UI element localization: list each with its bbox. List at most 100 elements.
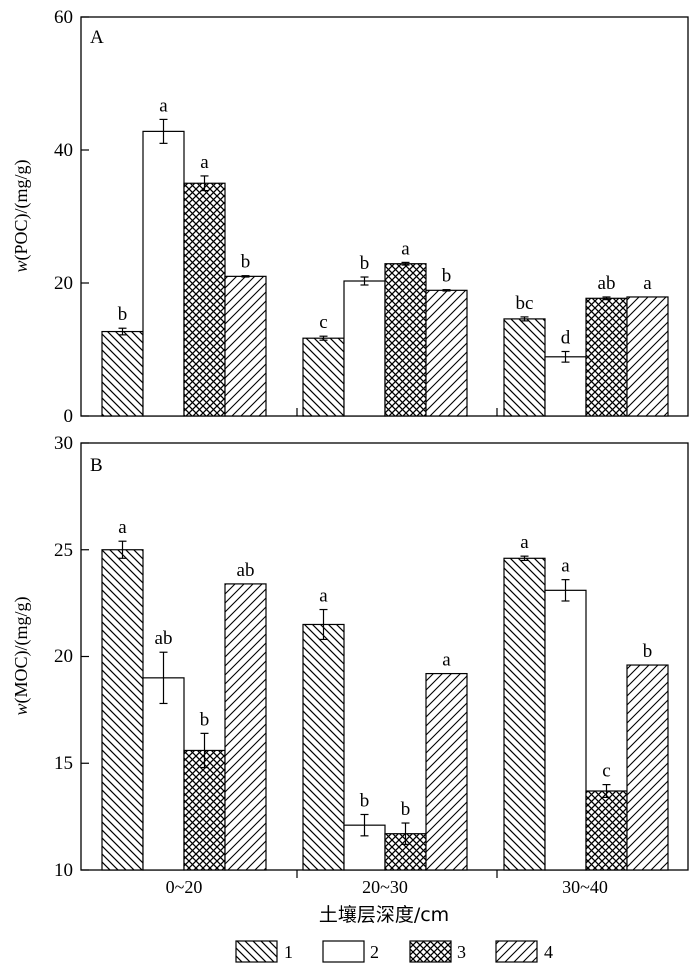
panel-a-bar-s3-c2 [384,263,427,417]
x-category-label: 0~20 [166,877,203,897]
panel-a-label: A [90,27,104,48]
panel-b: B 10 15 20 25 30 w(MOC)/(mg/g) aaaabbabb… [11,408,689,897]
panel-a-errorbar [561,350,570,363]
panel-a-significance-letter: c [319,312,327,333]
panel-a-significance-letter: a [643,273,652,294]
panel-b-bar-s2-c3 [544,589,587,871]
legend-item-4: 4 [495,940,553,963]
panel-a-errorbar [360,276,369,286]
panel-a-errorbar [602,296,611,301]
panel-b-bar-s1-c3 [503,557,546,871]
panel-b-bar-s3-c3 [585,790,628,871]
legend-swatch-2 [322,940,365,963]
panel-a-significance-letter: b [360,253,370,274]
panel-b-significance-letter: a [561,556,570,577]
panel-b-errorbar [159,651,168,705]
panel-a-bar-s4-c3 [626,296,669,417]
panel-a-bar-s1-c3 [503,318,546,417]
panel-a-significance-letter: ab [598,273,616,294]
panel-b-bar-s1-c1 [101,549,144,871]
panel-b-errorbar [200,732,209,769]
panel-a-ytick-label: 60 [54,7,73,28]
x-axis-title: 土壤层深度/cm [319,904,449,926]
panel-a-bar-s2-c3 [544,356,587,417]
panel-a-significance-letter: a [159,95,168,116]
panel-b-errorbar [118,540,127,559]
panel-a-bar-s3-c1 [183,182,226,417]
panel-b-ytick-label: 20 [54,646,73,667]
panel-b-bar-s3-c1 [183,749,226,871]
panel-a-bar-s4-c2 [425,289,468,417]
panel-b-significance-letter: c [602,761,610,782]
panel-b-label: B [90,455,103,476]
panel-a-significance-letter: bc [516,293,534,314]
legend-label-1: 1 [284,942,293,962]
panel-a-significance-letter: b [442,266,452,287]
panel-b-bar-s1-c2 [302,623,345,871]
legend-item-2: 2 [322,940,379,963]
panel-b-bar-s4-c2 [425,672,468,871]
panel-b-errorbar [401,822,410,845]
legend-label-3: 3 [457,942,466,962]
panel-b-significance-letter: a [442,650,451,671]
panel-b-bar-s4-c3 [626,664,669,871]
panel-a-significance-letter: b [118,304,128,325]
panel-b-significance-letter: b [200,709,210,730]
panel-a-errorbar [401,261,410,266]
panel-b-errorbar [602,783,611,799]
panel-b-ytick-label: 15 [54,753,73,774]
panel-b-significance-letter: b [360,790,370,811]
panel-a-errorbar [118,327,127,336]
panel-a-yticks: 0 20 40 60 [54,7,89,427]
panel-a-significance-letter: d [561,327,571,348]
panel-b-errorbar [360,813,369,837]
panel-b-yticks: 10 15 20 25 30 [54,433,89,881]
panel-a-errorbar [520,316,529,322]
panel-a-bar-s4-c1 [224,275,267,417]
panel-b-significance-letter: a [118,517,127,538]
panel-a-ylabel-rest: (POC)/(mg/g) [11,159,32,260]
legend-swatch-4 [495,940,538,963]
panel-a-significance-letter: a [401,238,410,259]
panel-a-errorbar [200,175,209,192]
panel-b-significance-letter: b [643,641,653,662]
panel-a-bar-s2-c1 [142,130,185,417]
panel-b-ylabel: w(MOC)/(mg/g) [11,596,32,715]
panel-b-bar-s2-c1 [142,677,185,871]
panel-a-ylabel-italic: w [11,260,31,272]
panel-a-bar-s2-c2 [343,280,386,417]
panel-a-errorbar [319,335,328,341]
legend-swatch-3 [409,940,452,963]
legend-label-4: 4 [544,942,553,962]
panel-b-bar-s4-c1 [224,583,267,871]
panel-a-errorbar [241,275,250,278]
panel-b-significance-letter: a [319,586,328,607]
panel-a-significance-letter: a [200,152,209,173]
panel-b-errorbar [520,555,529,562]
panel-a-ylabel: w(POC)/(mg/g) [11,159,32,272]
panel-a-bar-s3-c3 [585,297,628,417]
panel-b-significance-letter: ab [155,628,173,649]
panel-b-ytick-label: 25 [54,540,73,561]
panel-b-significance-letter: b [401,799,411,820]
x-category-label: 20~30 [362,877,408,897]
panel-b-ytick-label: 30 [54,433,73,454]
panel-a-bar-s1-c1 [101,330,144,417]
panel-a-significance-letter: b [241,252,251,273]
legend-item-3: 3 [409,940,466,963]
panel-b-significance-letter: ab [237,560,255,581]
legend-swatch-1 [235,940,278,963]
panel-b-errorbar [319,608,328,641]
legend-label-2: 2 [370,942,379,962]
legend-item-1: 1 [235,940,293,963]
panel-b-ylabel-italic: w [11,703,31,715]
panel-a-ytick-label: 0 [64,406,74,427]
panel-a-ytick-label: 20 [54,273,73,294]
panel-b-errorbar [561,579,570,602]
panel-a: A 0 20 40 60 w(POC)/(mg/g) b cbcabdaaabbb… [11,7,689,427]
panel-a-errorbar [442,289,451,292]
legend: 1 2 3 4 [235,940,553,963]
